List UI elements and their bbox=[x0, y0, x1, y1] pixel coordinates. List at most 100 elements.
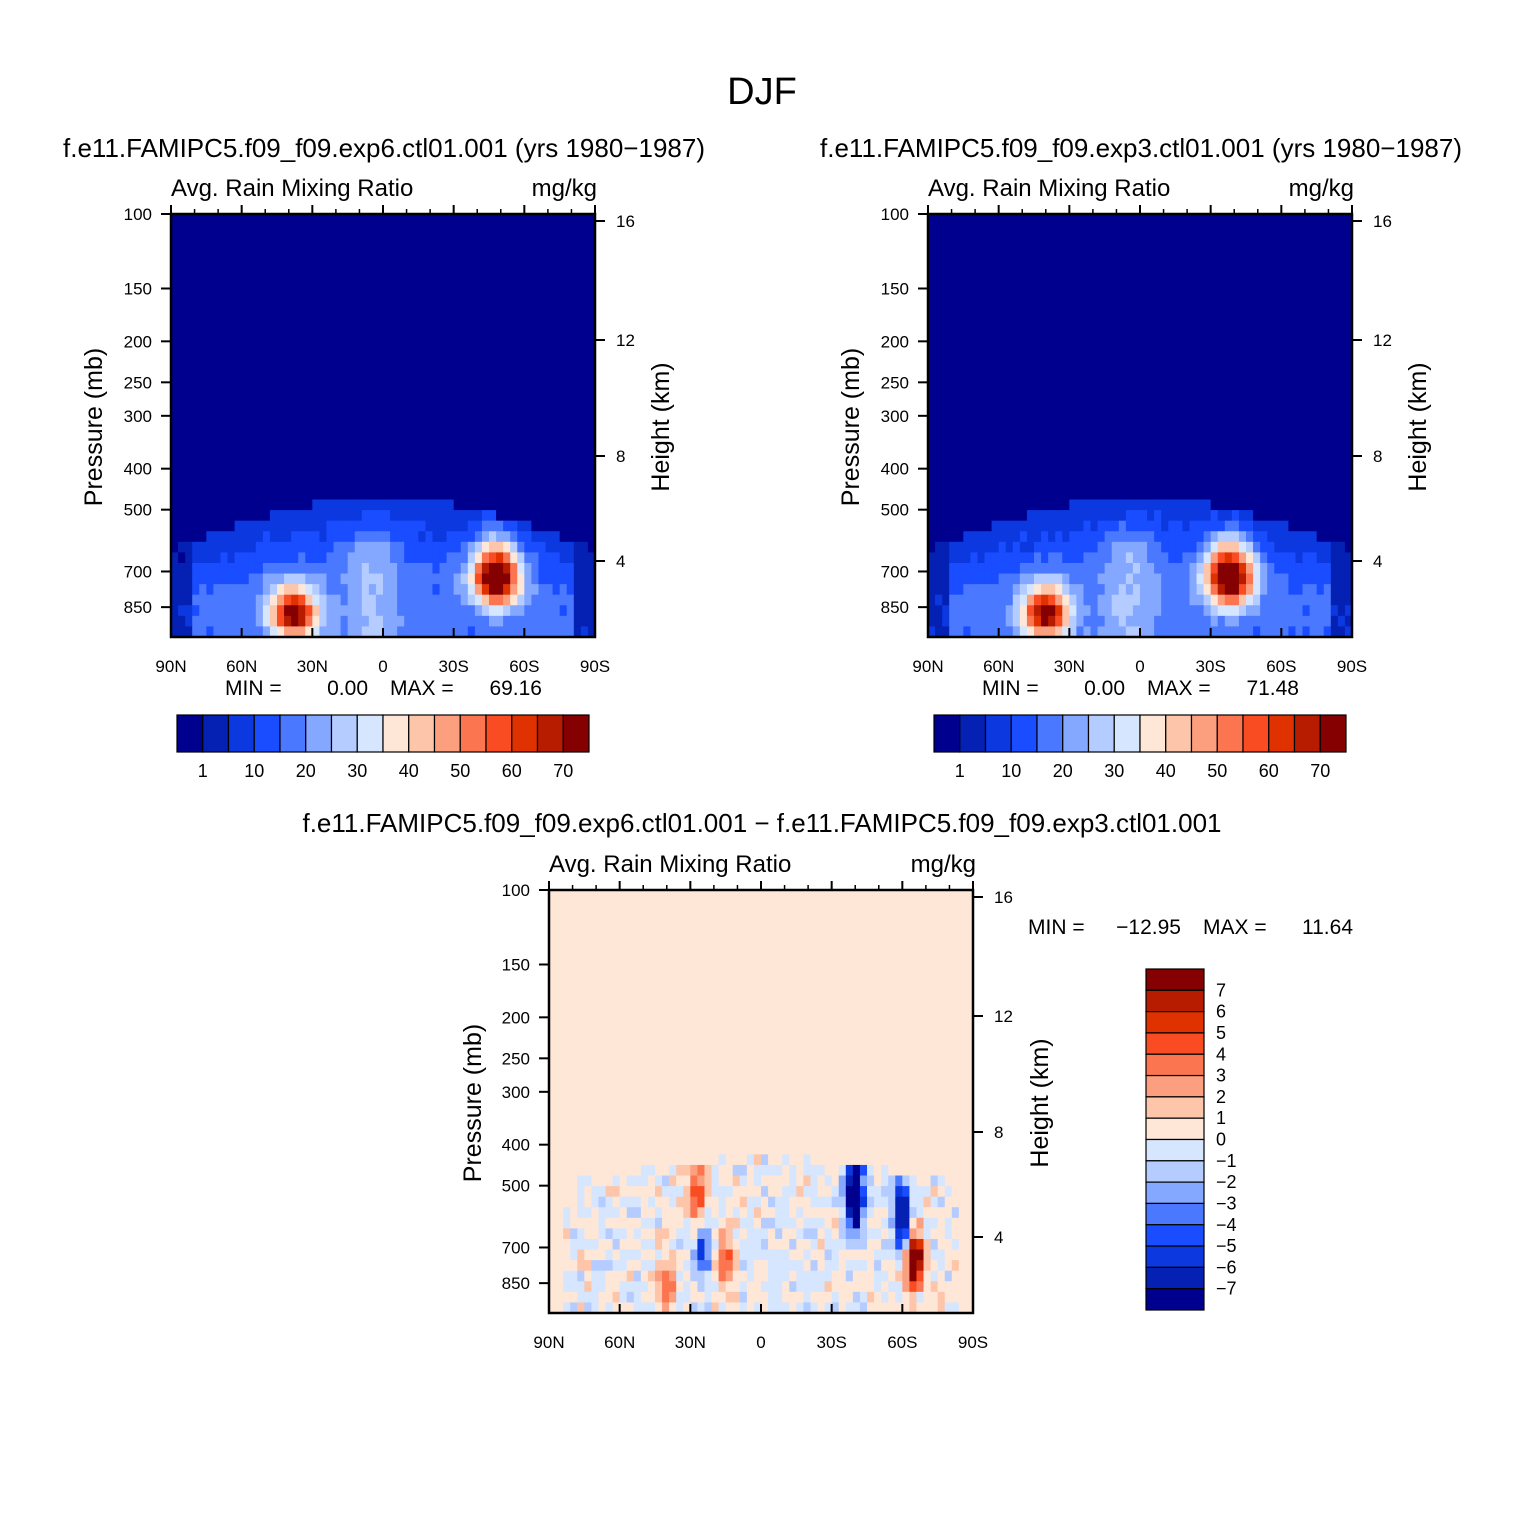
field-cell bbox=[1132, 372, 1141, 384]
field-cell bbox=[298, 626, 306, 638]
field-cell bbox=[1175, 615, 1183, 628]
field-cell bbox=[1154, 214, 1162, 226]
field-cell bbox=[481, 478, 490, 490]
field-cell bbox=[1147, 615, 1155, 628]
field-cell bbox=[1104, 288, 1113, 300]
field-cell bbox=[538, 520, 547, 532]
field-cell bbox=[220, 330, 229, 342]
field-cell bbox=[375, 520, 384, 532]
field-cell bbox=[185, 372, 193, 384]
field-cell bbox=[587, 372, 596, 384]
field-cell bbox=[1097, 288, 1106, 300]
field-cell bbox=[227, 414, 236, 427]
field-cell bbox=[1253, 615, 1261, 628]
field-cell bbox=[269, 615, 278, 628]
field-cell bbox=[291, 594, 299, 606]
field-cell bbox=[432, 351, 441, 363]
field-cell bbox=[956, 531, 964, 543]
field-cell bbox=[178, 362, 186, 374]
field-cell bbox=[1062, 393, 1070, 405]
field-cell bbox=[928, 457, 936, 469]
field-cell bbox=[1168, 594, 1176, 606]
field-cell bbox=[227, 488, 236, 501]
field-cell bbox=[1012, 362, 1021, 374]
field-cell bbox=[248, 531, 257, 543]
field-cell bbox=[1083, 362, 1092, 374]
field-cell bbox=[1055, 488, 1063, 501]
field-cell bbox=[1140, 330, 1148, 342]
field-cell bbox=[467, 541, 476, 553]
field-cell bbox=[587, 457, 596, 469]
field-cell bbox=[935, 309, 943, 321]
field-cell bbox=[1295, 457, 1304, 469]
field-cell bbox=[347, 573, 356, 585]
field-cell bbox=[1062, 478, 1070, 490]
field-cell bbox=[255, 478, 264, 490]
field-cell bbox=[354, 298, 363, 310]
field-cell bbox=[248, 383, 257, 395]
field-cell bbox=[418, 372, 426, 384]
field-cell bbox=[1083, 541, 1092, 553]
field-cell bbox=[1323, 615, 1332, 628]
field-cell bbox=[1224, 277, 1233, 289]
field-cell bbox=[949, 214, 957, 226]
field-cell bbox=[171, 488, 179, 501]
field-cell bbox=[206, 478, 214, 490]
field-cell bbox=[580, 330, 589, 342]
field-cell bbox=[963, 446, 971, 458]
field-cell bbox=[1288, 531, 1297, 543]
field-cell bbox=[234, 224, 243, 236]
field-cell bbox=[326, 362, 335, 374]
field-cell bbox=[1005, 531, 1014, 543]
field-cell bbox=[1182, 383, 1191, 395]
field-cell bbox=[503, 562, 511, 575]
field-cell bbox=[963, 510, 971, 522]
field-cell bbox=[227, 214, 236, 226]
field-cell bbox=[949, 541, 957, 553]
field-cell bbox=[1090, 245, 1099, 257]
field-cell bbox=[1323, 277, 1332, 289]
field-cell bbox=[524, 266, 532, 279]
field-cell bbox=[326, 457, 335, 469]
field-cell bbox=[496, 562, 504, 575]
field-cell bbox=[192, 499, 200, 511]
field-cell bbox=[1168, 362, 1176, 374]
field-cell bbox=[1069, 626, 1077, 638]
field-cell bbox=[1231, 362, 1240, 374]
field-cell bbox=[1090, 319, 1099, 331]
field-cell bbox=[1253, 531, 1261, 543]
field-cell bbox=[1267, 584, 1275, 596]
field-cell bbox=[262, 256, 271, 268]
field-cell bbox=[956, 478, 964, 490]
field-cell bbox=[949, 562, 957, 575]
field-cell bbox=[1055, 383, 1063, 395]
field-cell bbox=[368, 488, 377, 501]
field-cell bbox=[1330, 584, 1339, 596]
field-cell bbox=[545, 393, 554, 405]
field-cell bbox=[1281, 520, 1289, 532]
field-cell bbox=[1288, 414, 1297, 427]
field-cell bbox=[1274, 457, 1282, 469]
field-cell bbox=[1125, 520, 1134, 532]
field-cell bbox=[1125, 552, 1134, 564]
field-cell bbox=[185, 478, 193, 490]
field-cell bbox=[418, 309, 426, 321]
field-cell bbox=[963, 520, 971, 532]
field-cell bbox=[1005, 552, 1014, 564]
field-cell bbox=[1309, 531, 1318, 543]
field-cell bbox=[1281, 393, 1289, 405]
field-cell bbox=[383, 541, 391, 553]
field-cell bbox=[1302, 298, 1311, 310]
field-cell bbox=[928, 605, 936, 617]
field-cell bbox=[1026, 425, 1035, 437]
field-cell bbox=[460, 224, 469, 236]
field-cell bbox=[418, 436, 426, 448]
field-cell bbox=[1062, 552, 1070, 564]
field-cell bbox=[383, 584, 391, 596]
field-cell bbox=[319, 457, 328, 469]
field-cell bbox=[956, 499, 964, 511]
field-cell bbox=[277, 615, 285, 628]
field-cell bbox=[439, 478, 448, 490]
field-cell bbox=[1090, 393, 1099, 405]
field-cell bbox=[460, 288, 469, 300]
